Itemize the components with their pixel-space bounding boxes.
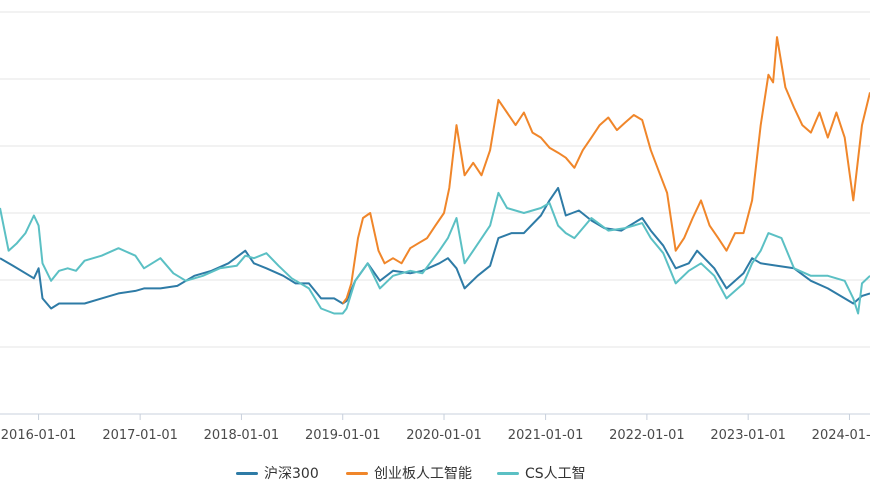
x-axis: 2016-01-01 2017-01-01 2018-01-01 2019-01-01… [0,413,870,443]
legend-item-2[interactable]: CS人工智 [497,462,586,484]
x-tick-label: 2016-01-01 [1,428,77,443]
legend-label: CS人工智 [525,466,586,482]
series-lines [0,36,870,315]
legend-item-1[interactable]: 创业板人工智能 [346,462,472,484]
x-tick-label: 2019-01-01 [305,428,381,443]
legend-swatch [346,471,368,475]
legend: 沪深300 创业板人工智能 CS人工智 [0,462,870,484]
series-line-0 [0,186,870,310]
series-line-1 [341,36,870,305]
x-tick-label: 2024-01-01 [812,428,870,443]
x-tick-label: 2022-01-01 [609,428,685,443]
legend-item-0[interactable]: 沪深300 [236,462,319,484]
x-tick-label: 2020-01-01 [406,428,482,443]
legend-swatch [236,471,258,475]
x-tick-label: 2017-01-01 [102,428,178,443]
x-tick-label: 2023-01-01 [710,428,786,443]
legend-label: 创业板人工智能 [374,466,472,482]
series-line-2 [0,191,870,315]
legend-label: 沪深300 [264,466,319,482]
gridlines [0,11,870,348]
x-tick-label: 2018-01-01 [204,428,280,443]
legend-swatch [497,471,519,475]
x-tick-label: 2021-01-01 [508,428,584,443]
